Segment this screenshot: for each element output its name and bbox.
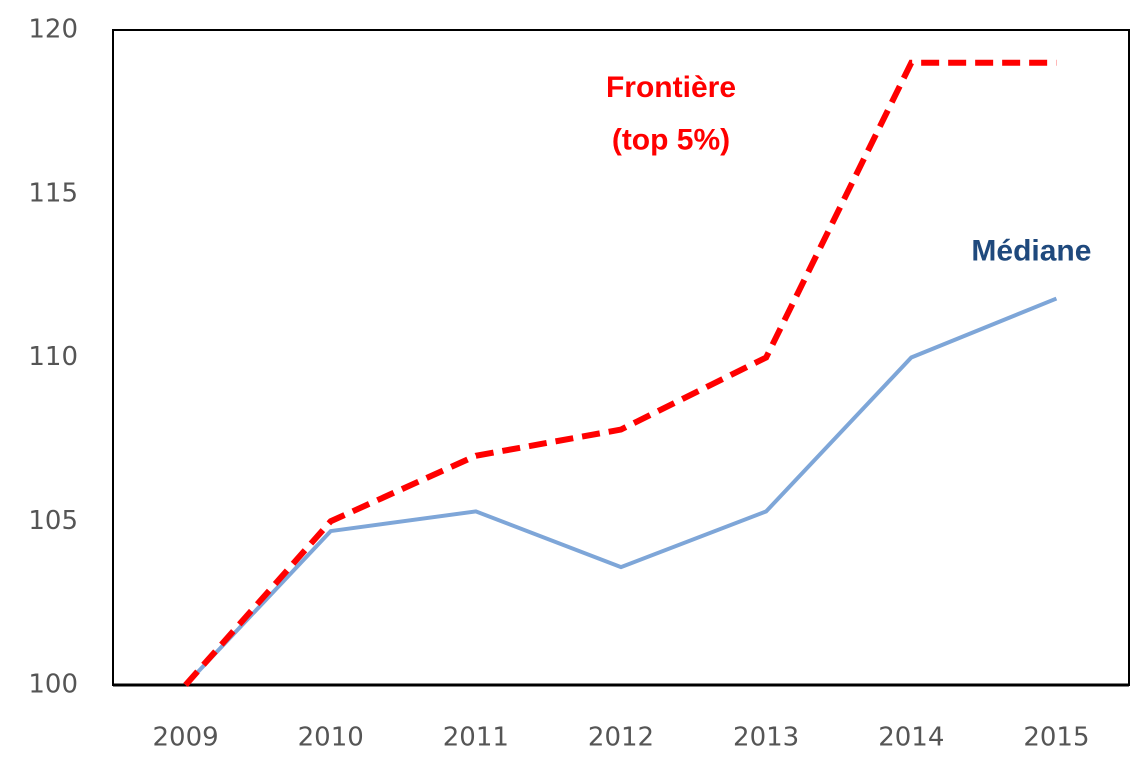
y-tick-label: 105 [28, 506, 78, 536]
annotation: Médiane [971, 235, 1091, 268]
x-tick-label: 2010 [298, 723, 364, 753]
y-tick-label: 120 [28, 15, 78, 45]
line-series [183, 59, 1057, 687]
y-tick-label: 115 [28, 178, 78, 208]
line-series [184, 296, 1058, 687]
y-tick-label: 110 [28, 342, 78, 372]
x-tick-label: 2014 [878, 723, 944, 753]
annotation: Frontière [606, 71, 736, 104]
x-tick-label: 2015 [1023, 723, 1089, 753]
x-tick-label: 2011 [443, 723, 509, 753]
y-tick-label: 100 [28, 670, 78, 700]
x-tick-label: 2012 [588, 723, 654, 753]
x-tick-label: 2013 [733, 723, 799, 753]
x-tick-label: 2009 [152, 723, 218, 753]
annotation: (top 5%) [612, 123, 730, 156]
